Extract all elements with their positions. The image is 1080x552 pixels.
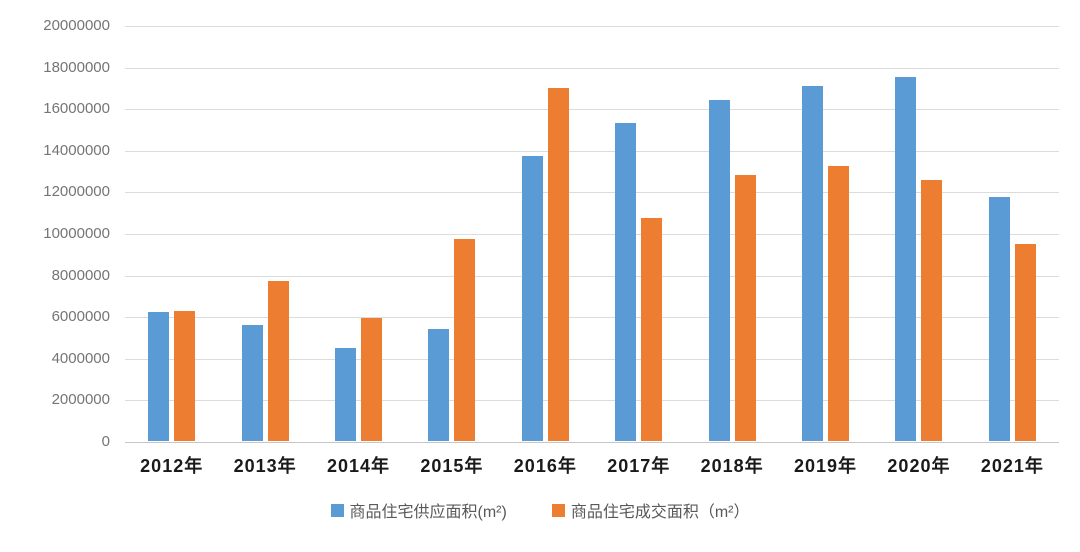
gridline — [125, 358, 1059, 360]
y-tick-label: 10000000 — [43, 225, 110, 242]
legend-label: 商品住宅成交面积（m²） — [570, 504, 750, 521]
bar-group-2013 — [218, 25, 311, 441]
bar-2015-series-1 — [454, 239, 476, 441]
legend-swatch-icon — [551, 503, 565, 517]
bar-2014-series-1 — [361, 318, 383, 441]
gridline — [125, 192, 1059, 194]
legend-label: 商品住宅供应面积(m²) — [349, 504, 507, 521]
plot-area — [125, 25, 1059, 443]
bar-group-2014 — [312, 25, 405, 441]
y-tick-label: 4000000 — [51, 349, 110, 367]
gridline — [125, 317, 1059, 319]
gridline — [125, 400, 1059, 402]
legend-item-1: 商品住宅成交面积（m²） — [551, 498, 750, 522]
bar-group-2019 — [779, 25, 872, 441]
gridline — [125, 109, 1059, 111]
bar-2012-series-0 — [148, 312, 170, 441]
x-tick-label: 2015年 — [420, 456, 484, 476]
gridline — [125, 67, 1059, 69]
bar-2021-series-1 — [1014, 244, 1036, 441]
bar-2021-series-0 — [988, 196, 1010, 441]
y-tick-label: 14000000 — [43, 141, 110, 159]
bar-group-2015 — [405, 25, 498, 441]
bar-2020-series-0 — [895, 77, 917, 441]
bar-2014-series-0 — [335, 348, 357, 441]
gridline — [125, 150, 1059, 152]
bar-2019-series-1 — [828, 166, 850, 441]
bar-2013-series-0 — [241, 324, 263, 441]
bar-group-2020 — [872, 25, 965, 441]
x-tick-label: 2013年 — [233, 456, 297, 476]
legend-item-0: 商品住宅供应面积(m²) — [330, 498, 507, 522]
bar-2020-series-1 — [921, 179, 943, 441]
bar-2016-series-0 — [521, 156, 543, 441]
x-tick-label: 2012年 — [140, 456, 204, 476]
y-tick-label: 12000000 — [43, 183, 110, 201]
x-tick-label: 2014年 — [326, 456, 391, 476]
bar-2016-series-1 — [547, 88, 569, 441]
x-tick-label: 2018年 — [700, 456, 764, 476]
legend-swatch-icon — [330, 503, 344, 517]
y-tick-label: 8000000 — [51, 266, 110, 284]
bar-2018-series-0 — [708, 99, 730, 441]
gridline — [125, 275, 1059, 277]
x-tick-label: 2016年 — [513, 456, 577, 476]
x-axis-line — [125, 442, 1059, 443]
x-tick-label: 2020年 — [887, 456, 951, 476]
x-tick-label: 2021年 — [980, 456, 1044, 476]
bar-2018-series-1 — [734, 174, 756, 441]
bar-group-2012 — [125, 25, 218, 441]
y-tick-label: 20000000 — [43, 17, 110, 34]
y-tick-label: 6000000 — [51, 308, 110, 326]
y-tick-label: 0 — [101, 433, 110, 450]
bar-group-2018 — [685, 25, 778, 441]
bar-2015-series-0 — [428, 328, 450, 441]
bar-2013-series-1 — [267, 280, 289, 441]
bar-group-2021 — [966, 25, 1059, 441]
y-tick-label: 16000000 — [43, 100, 110, 118]
x-tick-label: 2017年 — [607, 456, 671, 476]
x-axis-labels: 2012年 2013年 2014年 2015年 2016年 2017年 2018年 2019年… — [125, 452, 1059, 478]
y-tick-label: 18000000 — [43, 58, 110, 76]
bar-2019-series-0 — [802, 86, 824, 441]
bar-2017-series-1 — [641, 218, 663, 441]
gridline — [125, 26, 1059, 27]
bar-group-2017 — [592, 25, 685, 441]
bar-2017-series-0 — [615, 122, 637, 441]
x-tick-label: 2019年 — [794, 456, 858, 476]
bar-group-2016 — [499, 25, 592, 441]
gridline — [125, 234, 1059, 235]
bar-groups — [125, 25, 1059, 441]
y-tick-label: 2000000 — [51, 391, 110, 409]
legend: 商品住宅供应面积(m²) 商品住宅成交面积（m²） — [0, 498, 1080, 522]
bar-2012-series-1 — [174, 311, 196, 441]
